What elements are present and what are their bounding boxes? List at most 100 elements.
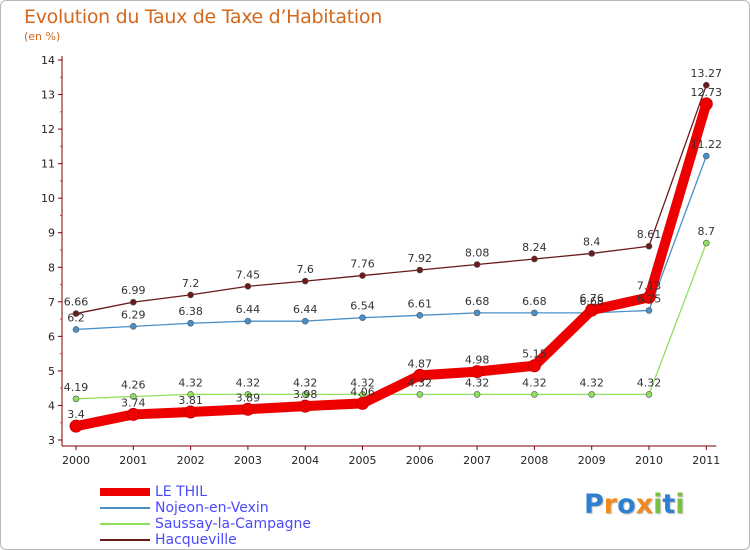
data-point-le-thil [356,396,369,410]
data-label: 3.89 [236,391,261,404]
data-point-nojeon-en-vexin [72,326,80,333]
data-point-hacqueville [473,261,481,268]
data-label: 6.44 [293,303,318,316]
data-point-saussay-la-campagne [187,391,194,398]
data-point-nojeon-en-vexin [187,319,194,327]
data-label: 8.08 [465,247,490,260]
legend-swatch [100,507,150,509]
logo-letter: o [617,489,636,520]
data-point-saussay-la-campagne [588,391,596,398]
data-point-le-thil [69,419,83,433]
data-label: 6.29 [121,308,146,321]
data-point-hacqueville [72,310,80,317]
data-point-nojeon-en-vexin [473,309,481,317]
proxiti-logo: Proxiti [584,489,685,520]
data-point-saussay-la-campagne [130,393,137,400]
legend-swatch [100,523,150,525]
data-point-hacqueville [244,282,252,290]
data-label: 13.27 [691,67,723,80]
data-point-nojeon-en-vexin [416,311,424,319]
data-label: 7.76 [350,258,375,271]
data-label: 4.26 [121,378,146,391]
chart-unit-label: (en %) [24,30,61,43]
data-point-le-thil [470,365,484,379]
logo-letter: r [603,489,618,520]
x-tick-label: 2007 [463,454,491,467]
x-tick-label: 2001 [119,454,147,467]
data-label: 4.87 [408,357,433,370]
data-point-hacqueville [702,81,710,89]
data-point-le-thil [699,97,713,111]
data-label: 4.98 [465,354,490,367]
y-tick-label: 9 [48,227,55,240]
data-point-nojeon-en-vexin [702,152,710,160]
data-label: 4.32 [408,376,433,389]
y-tick-label: 3 [48,434,55,447]
data-label: 5.15 [522,348,547,361]
data-point-hacqueville [187,291,194,299]
data-label: 4.19 [64,381,89,394]
logo-letter: x [635,489,654,520]
x-tick-label: 2005 [349,454,377,467]
data-label: 7.13 [637,279,662,292]
data-label: 3.98 [293,388,318,401]
x-tick-label: 2011 [692,454,720,467]
data-point-saussay-la-campagne [244,391,252,398]
legend-label: Saussay-la-Campagne [155,516,311,532]
x-tick-label: 2000 [62,454,90,467]
legend-label: Nojeon-en-Vexin [155,500,269,516]
y-tick-label: 13 [41,89,55,102]
data-label: 6.54 [350,300,375,313]
data-point-nojeon-en-vexin [130,323,137,330]
logo-letter: i [653,489,663,520]
data-point-le-thil [585,303,599,317]
data-label: 7.6 [296,263,314,276]
data-point-saussay-la-campagne [702,239,710,247]
data-point-hacqueville [359,272,366,279]
data-label: 6.76 [579,292,604,305]
logo-letter: i [675,489,685,520]
data-label: 6.66 [64,296,89,309]
data-label: 3.81 [178,394,203,407]
data-point-le-thil [527,359,541,373]
y-tick-label: 14 [41,54,55,67]
data-point-nojeon-en-vexin [645,307,653,314]
y-tick-label: 10 [41,192,55,205]
x-tick-label: 2008 [520,454,548,467]
data-point-nojeon-en-vexin [531,309,538,317]
x-tick-label: 2010 [635,454,663,467]
data-label: 4.32 [178,376,203,389]
data-point-hacqueville [301,277,309,285]
data-point-le-thil [413,368,427,382]
x-tick-label: 2009 [578,454,606,467]
y-tick-label: 6 [48,330,55,343]
data-label: 6.68 [579,295,604,308]
data-label: 12.73 [691,86,723,99]
data-point-saussay-la-campagne [645,391,653,398]
y-tick-label: 7 [48,296,55,309]
data-point-le-thil [126,407,140,421]
legend-label: LE THIL [155,484,208,500]
data-label: 7.45 [236,268,261,281]
x-tick-label: 2004 [291,454,319,467]
data-label: 4.32 [465,376,490,389]
data-label: 6.44 [236,303,261,316]
data-label: 3.4 [67,408,85,421]
x-tick-label: 2006 [406,454,434,467]
data-point-saussay-la-campagne [72,395,80,403]
data-label: 4.32 [522,376,547,389]
data-point-hacqueville [130,298,137,306]
data-label: 4.32 [293,376,318,389]
data-label: 4.06 [350,385,375,398]
y-tick-label: 8 [48,261,55,274]
x-tick-label: 2003 [234,454,262,467]
data-point-hacqueville [416,266,424,274]
data-point-le-thil [184,405,198,419]
data-point-hacqueville [588,250,596,257]
data-point-le-thil [241,402,255,416]
data-label: 6.61 [408,297,433,310]
data-point-saussay-la-campagne [473,391,481,398]
x-tick-label: 2002 [177,454,205,467]
logo-letter: P [584,489,604,520]
